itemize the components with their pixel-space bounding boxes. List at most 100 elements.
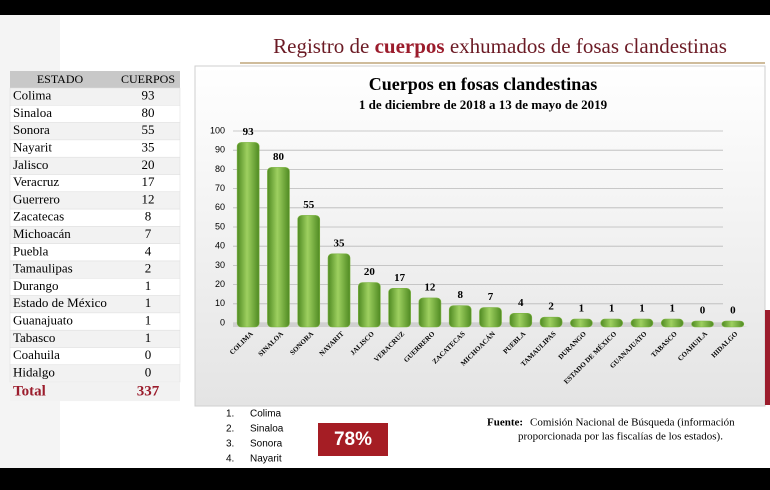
state-count: 8	[145, 209, 152, 224]
data-label: 1	[609, 303, 615, 315]
state-count: 1	[145, 313, 152, 328]
data-label: 8	[457, 289, 463, 301]
y-tick-label: 50	[215, 221, 225, 231]
state-count: 4	[145, 243, 152, 258]
source-text: proporcionada por las fiscalías de los e…	[518, 431, 723, 443]
data-label: 12	[424, 281, 436, 293]
bar	[630, 318, 654, 328]
title-part: cuerpos	[375, 34, 445, 58]
state-count: 7	[145, 226, 152, 241]
chart-panel	[194, 65, 766, 407]
state-name: Estado de México	[13, 295, 107, 310]
chart-subtitle: 1 de diciembre de 2018 a 13 de mayo de 2…	[359, 97, 608, 112]
y-tick-label: 90	[215, 145, 225, 155]
state-name: Tamaulipas	[13, 261, 73, 276]
data-label: 17	[394, 272, 406, 284]
ranking-number: 2.	[226, 424, 234, 435]
percentage-box	[318, 423, 388, 456]
ranking-number: 3.	[226, 439, 234, 450]
total-value: 337	[137, 384, 160, 400]
bar	[691, 320, 714, 328]
state-count: 80	[142, 105, 155, 120]
state-name: Zacatecas	[13, 209, 64, 224]
data-label: 2	[548, 301, 554, 313]
column-header: ESTADO	[37, 72, 84, 86]
state-name: Puebla	[13, 243, 49, 258]
column-header: CUERPOS	[121, 72, 175, 86]
source-label: Fuente:	[487, 417, 523, 429]
bar	[267, 167, 290, 328]
title-part: Registro de	[273, 34, 369, 58]
slide-title: Registro de cuerpos exhumados de fosas c…	[273, 34, 727, 58]
state-name: Colima	[13, 88, 52, 103]
state-count: 0	[145, 364, 152, 379]
state-count: 1	[145, 330, 152, 345]
data-label: 0	[730, 305, 736, 317]
state-count: 0	[145, 347, 152, 362]
state-name: Michoacán	[13, 226, 71, 241]
state-count: 55	[142, 122, 155, 137]
data-label: 0	[700, 305, 706, 317]
y-tick-label: 60	[215, 202, 225, 212]
title-part: exhumados de fosas clandestinas	[450, 34, 727, 58]
y-tick-label: 20	[215, 279, 225, 289]
state-count: 93	[142, 88, 155, 103]
state-name: Guerrero	[13, 191, 60, 206]
state-count: 12	[142, 191, 155, 206]
chart-title: Cuerpos en fosas clandestinas	[369, 74, 598, 94]
edge-accent	[765, 310, 770, 405]
ranking-number: 4.	[226, 454, 234, 465]
state-count: 2	[145, 261, 152, 276]
state-name: Sonora	[13, 122, 50, 137]
data-label: 20	[364, 266, 376, 278]
table-row-bg	[9, 364, 181, 383]
state-name: Hidalgo	[13, 364, 55, 379]
y-tick-label: 0	[220, 317, 225, 327]
state-name: Coahuila	[13, 347, 60, 362]
state-name: Guanajuato	[13, 313, 73, 328]
ranking-number: 1.	[226, 409, 234, 420]
data-label: 80	[273, 151, 285, 163]
ranking-item: Nayarit	[250, 454, 282, 465]
bar	[539, 316, 563, 328]
state-name: Nayarit	[13, 140, 52, 155]
bar	[479, 307, 502, 328]
bar	[327, 253, 351, 328]
ranking-list: 1. Colima 2. Sinaloa 3. Sonora 4. Nayarit	[226, 409, 284, 465]
data-label: 7	[488, 291, 494, 303]
state-name: Sinaloa	[13, 105, 52, 120]
bar	[600, 318, 623, 328]
bar	[388, 288, 411, 328]
data-label: 1	[579, 303, 585, 315]
state-name: Jalisco	[13, 157, 48, 172]
y-tick-label: 80	[215, 164, 225, 174]
state-count: 20	[142, 157, 155, 172]
ranking-item: Sinaloa	[250, 424, 284, 435]
bar	[509, 313, 533, 328]
table-header-bg	[10, 71, 180, 88]
state-count: 1	[145, 278, 152, 293]
y-tick-label: 10	[215, 298, 225, 308]
bar	[358, 282, 381, 328]
percentage: 78%	[334, 429, 372, 450]
bar	[418, 297, 442, 328]
state-count: 35	[142, 140, 155, 155]
ranking-item: Sonora	[250, 439, 283, 450]
y-tick-label: 100	[210, 125, 225, 135]
state-name: Tabasco	[13, 330, 55, 345]
bar	[297, 215, 321, 328]
source-text: Comisión Nacional de Búsqueda (informaci…	[530, 417, 735, 429]
ranking-item: Colima	[250, 409, 282, 420]
bar	[721, 320, 745, 328]
data-label: 55	[303, 199, 315, 211]
data-label: 4	[518, 297, 524, 309]
bar	[660, 318, 684, 328]
data-label: 1	[670, 303, 676, 315]
state-name: Veracruz	[13, 174, 59, 189]
table-total-bg	[10, 382, 180, 402]
bar	[570, 318, 593, 328]
data-label: 93	[243, 126, 255, 138]
